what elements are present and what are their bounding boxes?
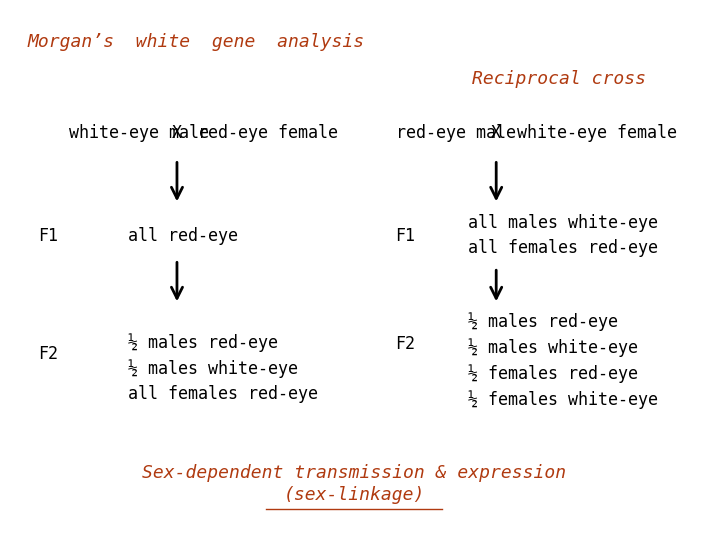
Text: ½ males red-eye
½ males white-eye
all females red-eye: ½ males red-eye ½ males white-eye all fe… bbox=[128, 333, 318, 403]
Text: Reciprocal cross: Reciprocal cross bbox=[472, 70, 646, 88]
Text: F1: F1 bbox=[38, 227, 58, 245]
Text: all red-eye: all red-eye bbox=[128, 227, 238, 245]
Text: red-eye male: red-eye male bbox=[395, 124, 516, 142]
Text: Morgan’s  white  gene  analysis: Morgan’s white gene analysis bbox=[28, 33, 365, 51]
Text: X: X bbox=[491, 124, 501, 142]
Text: F1: F1 bbox=[395, 227, 415, 245]
Text: F2: F2 bbox=[38, 345, 58, 363]
Text: Sex-dependent transmission & expression: Sex-dependent transmission & expression bbox=[142, 463, 566, 482]
Text: red-eye female: red-eye female bbox=[198, 124, 338, 142]
Text: X: X bbox=[172, 124, 182, 142]
Text: all males white-eye
all females red-eye: all males white-eye all females red-eye bbox=[469, 214, 659, 257]
Text: white-eye female: white-eye female bbox=[517, 124, 677, 142]
Text: white-eye male: white-eye male bbox=[69, 124, 210, 142]
Text: (sex-linkage): (sex-linkage) bbox=[283, 486, 425, 504]
Text: F2: F2 bbox=[395, 335, 415, 353]
Text: ½ males red-eye
½ males white-eye
½ females red-eye
½ females white-eye: ½ males red-eye ½ males white-eye ½ fema… bbox=[469, 312, 659, 409]
